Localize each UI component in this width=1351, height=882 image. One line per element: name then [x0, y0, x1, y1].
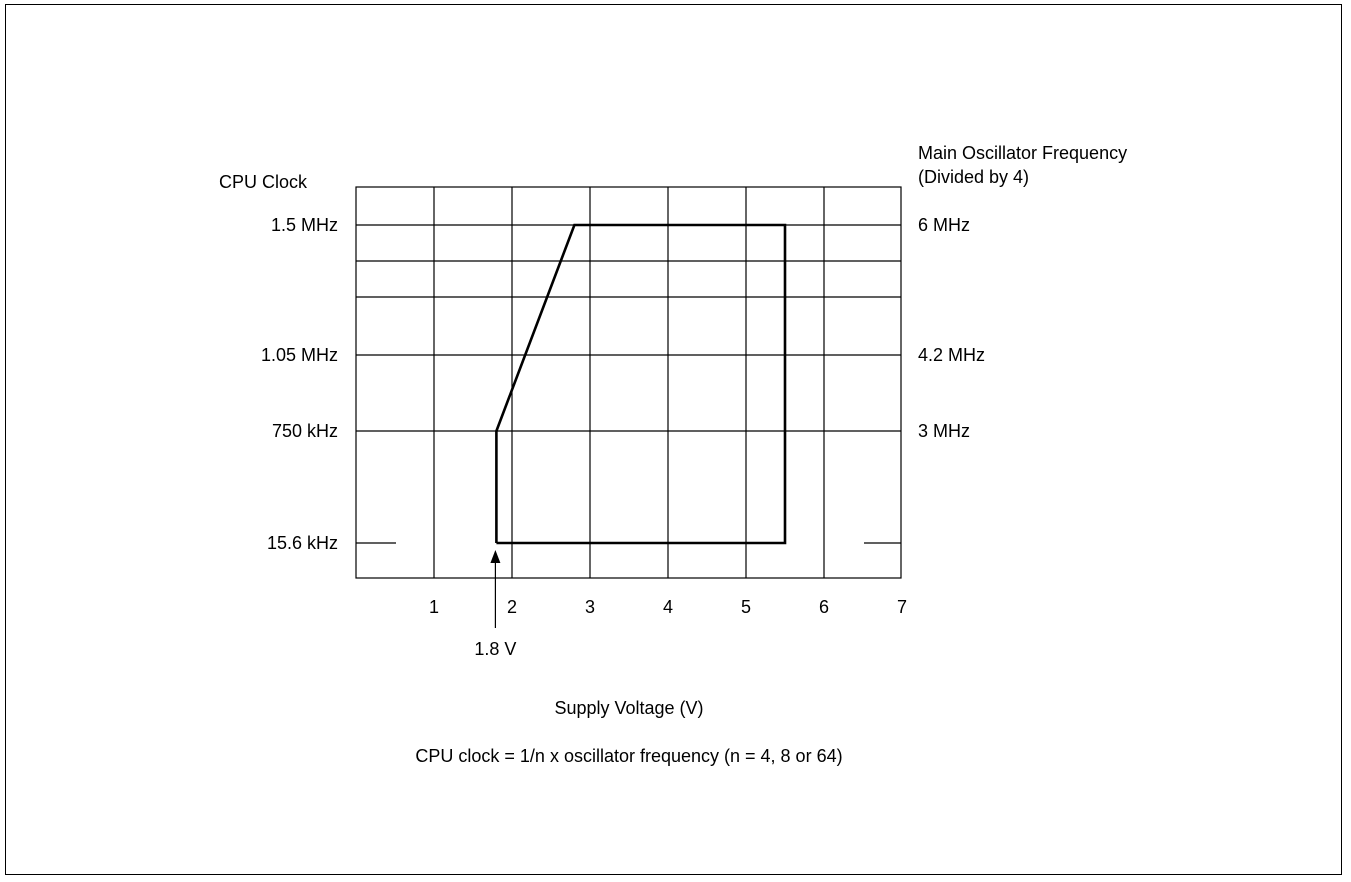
y-tick-label-right: 3 MHz: [918, 421, 970, 441]
y-tick-label-left: 15.6 kHz: [267, 533, 338, 553]
grid: 1 2 3 4 5 6 7 15.6 kHz 750 kHz 1.05 MHz 1.5 MHz 3 M…: [261, 186, 985, 617]
chart-labels: CPU Clock Main Oscillator Frequency (Div…: [219, 143, 1127, 766]
x-tick-label: 4: [663, 597, 673, 617]
caption: CPU clock = 1/n x oscillator frequency (…: [415, 746, 842, 766]
operating-area-line: [495, 223, 787, 545]
x-axis-label: Supply Voltage (V): [554, 698, 703, 718]
y-tick-label-left: 750 kHz: [272, 421, 338, 441]
x-tick-label: 3: [585, 597, 595, 617]
y-tick-label-right: 6 MHz: [918, 215, 970, 235]
y-tick-label-left: 1.5 MHz: [271, 215, 338, 235]
x-tick-label: 7: [897, 597, 907, 617]
annotation-arrow-head: [490, 550, 501, 563]
y-tick-label-right: 4.2 MHz: [918, 345, 985, 365]
figure-frame: [5, 4, 1342, 875]
x-tick-label: 5: [741, 597, 751, 617]
y-axis-label-right-line2: (Divided by 4): [918, 167, 1029, 187]
x-tick-label: 6: [819, 597, 829, 617]
y-axis-label-left: CPU Clock: [219, 172, 308, 192]
chart-marks: 1.8 V: [474, 223, 787, 659]
annotation-label: 1.8 V: [474, 639, 516, 659]
x-tick-label: 1: [429, 597, 439, 617]
y-axis-label-right-line1: Main Oscillator Frequency: [918, 143, 1127, 163]
x-tick-label: 2: [507, 597, 517, 617]
y-tick-label-left: 1.05 MHz: [261, 345, 338, 365]
plot-border: [355, 186, 902, 579]
